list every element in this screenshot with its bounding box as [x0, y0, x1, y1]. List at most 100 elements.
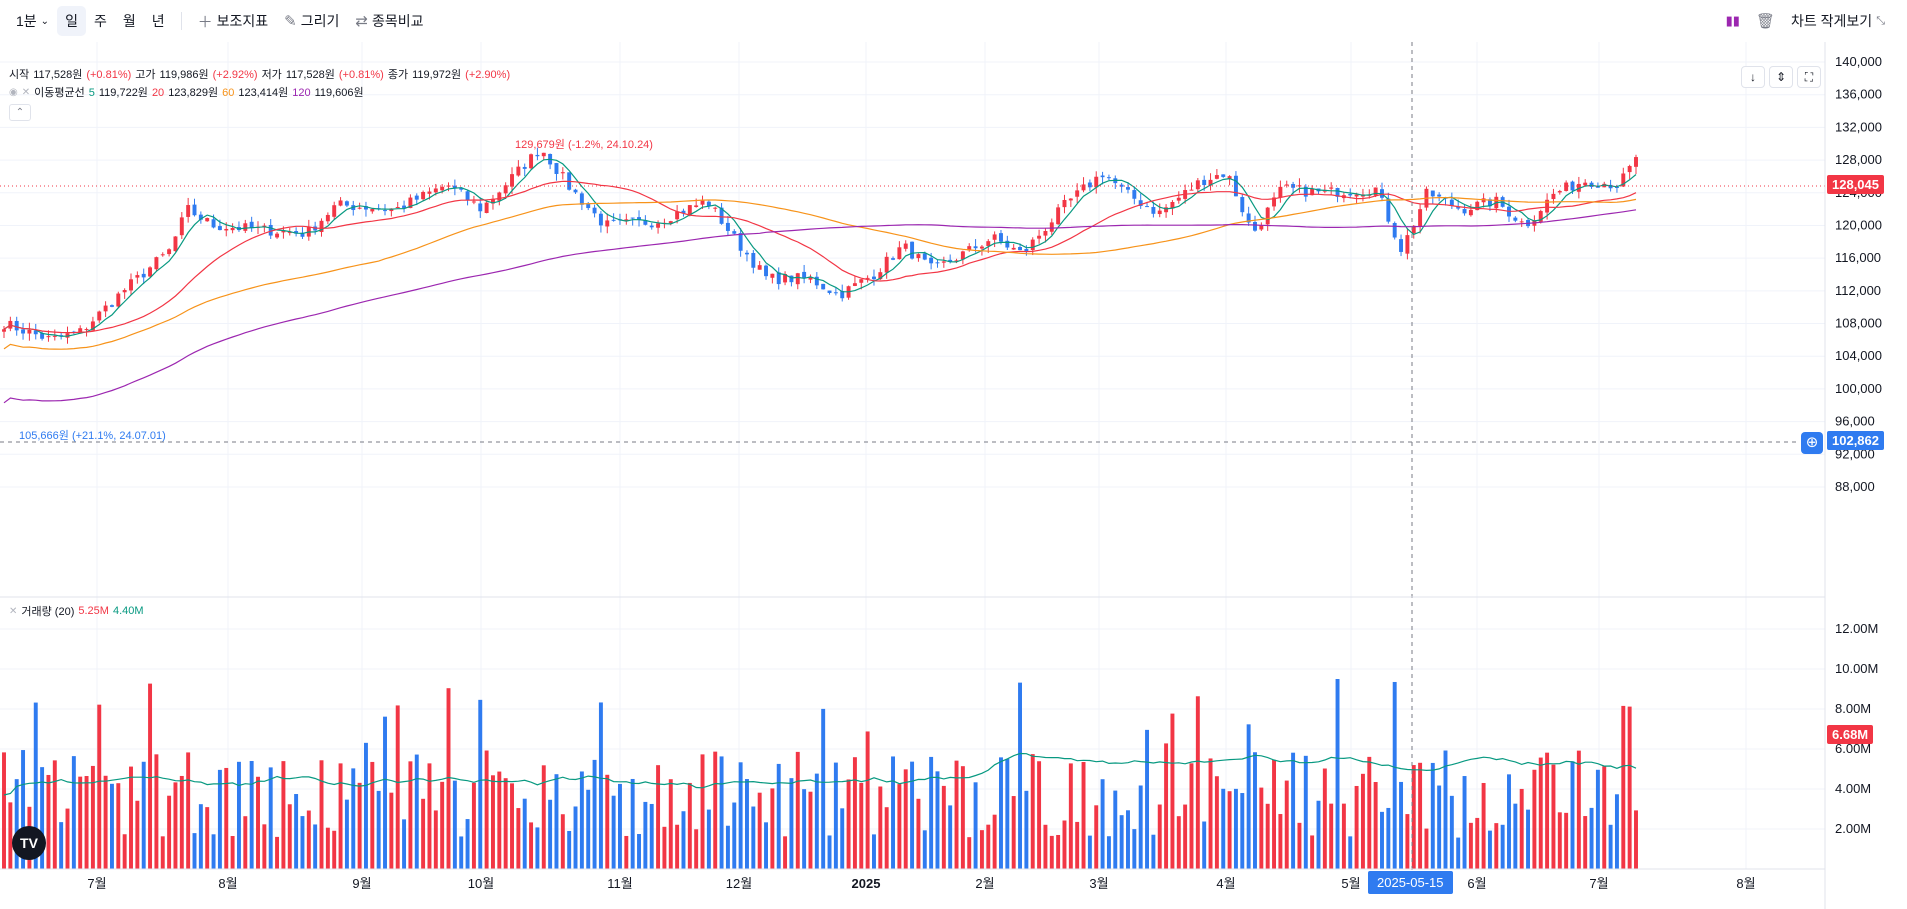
volume-bar — [1233, 788, 1238, 869]
time-tick-label: 10월 — [468, 876, 494, 891]
indicators-button[interactable]: ＋ 보조지표 — [190, 6, 277, 37]
candle-body — [605, 220, 610, 227]
volume-bar — [840, 808, 845, 869]
volume-bar — [275, 836, 280, 869]
candle-body — [427, 191, 432, 194]
candle-body — [1062, 199, 1067, 208]
fit-button[interactable]: ⇕ — [1769, 66, 1793, 88]
low-marker-label: 105,666원 (+21.1%, 24.07.01) — [19, 429, 166, 442]
candle-body — [90, 321, 95, 331]
candle-body — [1240, 197, 1245, 213]
scroll-down-button[interactable]: ↓ — [1741, 66, 1765, 88]
candle-body — [833, 292, 838, 294]
volume-bar — [148, 683, 153, 869]
volume-bar — [1297, 822, 1302, 869]
volume-label: 거래량 (20) — [21, 606, 75, 618]
volume-bar — [770, 788, 775, 869]
candle-body — [745, 252, 749, 255]
volume-bar — [1005, 758, 1010, 869]
candle-body — [541, 152, 546, 157]
high-value: 119,986원 — [159, 69, 209, 81]
volume-bar — [935, 771, 940, 869]
eye-icon[interactable]: ◉ — [9, 87, 18, 98]
candle-body — [1456, 206, 1461, 209]
time-tick-label: 9월 — [352, 876, 371, 891]
volume-bar — [884, 807, 889, 869]
candle-body — [598, 213, 603, 226]
volume-bar — [160, 836, 165, 869]
period-day-tab[interactable]: 일 — [57, 6, 86, 36]
candle-body — [167, 249, 172, 255]
volume-bar — [560, 814, 565, 869]
close-icon[interactable]: ✕ — [9, 605, 18, 617]
period-year-tab[interactable]: 년 — [144, 6, 173, 36]
delete-button[interactable]: 🗑︎ — [1748, 7, 1783, 35]
candle-body — [910, 241, 915, 259]
candle-body — [1329, 187, 1334, 189]
legend-collapse-button[interactable]: ⌃ — [9, 102, 510, 121]
time-tick-label: 8월 — [218, 876, 237, 891]
candle-body — [1138, 200, 1143, 206]
volume-bar — [1443, 750, 1448, 869]
tradingview-logo: TV — [12, 826, 46, 860]
price-chart[interactable]: 129,679원 (-1.2%, 24.10.24) 105,666원 (+21… — [0, 42, 1907, 909]
volume-bar — [268, 767, 273, 869]
volume-bar — [1367, 756, 1372, 869]
volume-bar — [960, 766, 965, 869]
volume-bar — [1449, 795, 1454, 869]
volume-bar — [1094, 805, 1099, 869]
candle-body — [497, 192, 502, 201]
volume-bar — [865, 731, 870, 869]
candlesticks — [2, 147, 1638, 344]
volume-tick-label: 10.00M — [1835, 661, 1878, 676]
volume-bar — [1487, 830, 1492, 869]
volume-bar — [1608, 824, 1613, 869]
draw-button[interactable]: ✎ 그리기 — [276, 6, 347, 36]
volume-bar — [592, 759, 597, 869]
period-week-tab[interactable]: 주 — [86, 6, 115, 36]
candle-body — [490, 198, 495, 204]
candle-body — [1202, 179, 1207, 186]
volume-bar — [1386, 807, 1391, 869]
volume-bar — [90, 765, 95, 869]
volume-bar — [1087, 835, 1092, 869]
pencil-icon: ✎ — [284, 13, 297, 30]
candle-body — [1189, 189, 1194, 191]
candle-body — [1164, 207, 1169, 213]
volume-bar — [2, 752, 6, 869]
high-label: 고가 — [135, 69, 156, 81]
candle-body — [999, 233, 1003, 242]
candle-body — [294, 231, 299, 234]
period-month-tab[interactable]: 월 — [115, 6, 144, 36]
volume-bar — [630, 778, 635, 869]
candle-body — [433, 188, 438, 193]
volume-bar — [402, 819, 407, 869]
volume-bar — [1100, 779, 1105, 869]
volume-bar — [802, 789, 807, 869]
volume-bar — [783, 836, 788, 869]
candle-body — [586, 203, 591, 209]
fullscreen-button[interactable]: ⛶ — [1797, 66, 1821, 88]
volume-bar — [103, 775, 108, 869]
close-icon[interactable]: ✕ — [21, 87, 31, 98]
candle-body — [332, 205, 337, 217]
price-tick-label: 96,000 — [1835, 414, 1875, 429]
volume-bar — [700, 754, 705, 869]
small-chart-button[interactable]: 차트 작게보기 ⤡ — [1783, 6, 1893, 36]
add-alert-button[interactable]: ⊕ — [1801, 432, 1823, 454]
chart-style-button[interactable]: ▮▮ — [1718, 8, 1748, 34]
ma20-value: 123,829원 — [168, 87, 219, 99]
compare-button[interactable]: ⇄ 종목비교 — [347, 6, 431, 36]
volume-axis: 12.00M 10.00M 8.00M 6.00M 4.00M 2.00M — [1835, 621, 1878, 836]
chevron-down-icon: ⌄ — [40, 15, 50, 27]
volume-bar — [1418, 762, 1423, 869]
volume-bar — [922, 830, 927, 869]
candle-body — [789, 275, 794, 283]
candle-body — [268, 224, 273, 236]
candle-body — [65, 333, 70, 338]
trash-icon: 🗑︎ — [1755, 13, 1776, 30]
interval-dropdown[interactable]: 1분 ⌄ — [8, 6, 57, 36]
volume-bar — [84, 776, 89, 869]
volume-bar — [611, 795, 616, 869]
volume-bar — [1494, 823, 1499, 869]
